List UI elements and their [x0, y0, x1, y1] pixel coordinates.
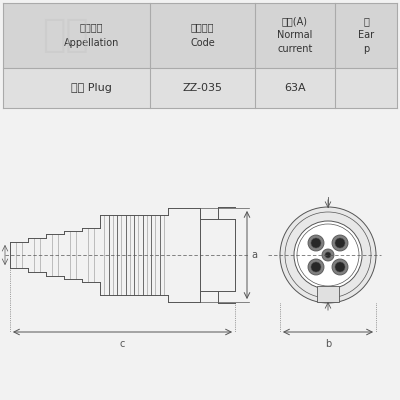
Circle shape: [297, 224, 359, 286]
Text: Code: Code: [190, 38, 215, 48]
Circle shape: [280, 207, 376, 303]
Circle shape: [322, 249, 334, 261]
Circle shape: [308, 259, 324, 275]
Circle shape: [332, 235, 348, 251]
Text: c: c: [120, 339, 125, 349]
Text: 客户: 客户: [42, 16, 88, 54]
Circle shape: [294, 221, 362, 289]
Text: 接: 接: [363, 16, 369, 26]
Text: Appellation: Appellation: [64, 38, 119, 48]
Circle shape: [311, 262, 321, 272]
Text: p: p: [363, 44, 369, 54]
Text: b: b: [325, 339, 331, 349]
Text: 电流(A): 电流(A): [282, 16, 308, 26]
Text: 产品名称: 产品名称: [80, 22, 103, 32]
Text: 插头 Plug: 插头 Plug: [71, 83, 112, 93]
Text: ZZ-035: ZZ-035: [182, 83, 222, 93]
Bar: [3, 68, 397, 108]
Text: a: a: [251, 250, 257, 260]
Text: Normal: Normal: [277, 30, 313, 40]
Circle shape: [332, 259, 348, 275]
Circle shape: [335, 262, 345, 272]
Text: 63A: 63A: [284, 83, 306, 93]
Text: 产品型号: 产品型号: [191, 22, 214, 32]
Bar: [3, 3, 397, 68]
Circle shape: [308, 235, 324, 251]
Text: Ear: Ear: [358, 30, 374, 40]
Circle shape: [325, 252, 331, 258]
Bar: [317, 286, 339, 302]
Circle shape: [335, 238, 345, 248]
Circle shape: [311, 238, 321, 248]
Text: current: current: [277, 44, 313, 54]
